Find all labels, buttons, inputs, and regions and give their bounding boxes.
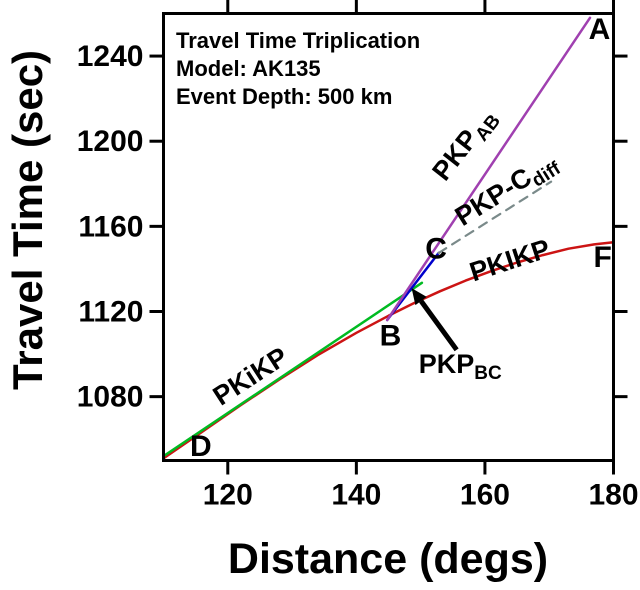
x-tick-label-140: 140 (331, 479, 381, 512)
pkp-bc-arrow-head (411, 288, 427, 306)
point-label-f: F (593, 241, 611, 274)
arrow-group (411, 288, 459, 352)
ticks-group (149, 0, 628, 475)
y-axis-title: Travel Time (sec) (4, 50, 51, 390)
series-pkp_ab (385, 16, 592, 322)
series-pkp-cdiff (437, 180, 553, 255)
phase-label-pkp-ab: PKPAB (426, 102, 505, 189)
y-tick-label-1240: 1240 (77, 40, 144, 73)
chart-depth-line: Event Depth: 500 km (176, 84, 392, 109)
point-label-a: A (589, 13, 611, 46)
phase-label-pkikp-df: PKIKP (466, 233, 554, 287)
x-tick-label-160: 160 (460, 479, 510, 512)
chart-model-line: Model: AK135 (176, 56, 321, 81)
y-tick-label-1120: 1120 (78, 296, 143, 329)
x-tick-label-180: 180 (588, 479, 638, 512)
curves-group (162, 16, 615, 460)
series-pkikp (162, 281, 424, 458)
y-tick-label-1160: 1160 (78, 210, 143, 243)
y-tick-label-1080: 1080 (77, 381, 144, 414)
y-tick-label-1200: 1200 (77, 125, 144, 158)
chart-title-line: Travel Time Triplication (176, 28, 420, 53)
tick-labels-group: 120 140 160 180 1080 1120 1160 1200 1240 (77, 40, 639, 511)
x-tick-label-120: 120 (203, 479, 253, 512)
pkp-bc-arrow-shaft (419, 299, 459, 352)
point-label-d: D (190, 430, 212, 463)
point-label-b: B (380, 320, 402, 353)
phase-label-pkp-bc: PKPBC (419, 349, 502, 384)
x-axis-title: Distance (degs) (228, 535, 548, 583)
point-label-c: C (425, 232, 447, 265)
plot-frame (162, 12, 615, 462)
